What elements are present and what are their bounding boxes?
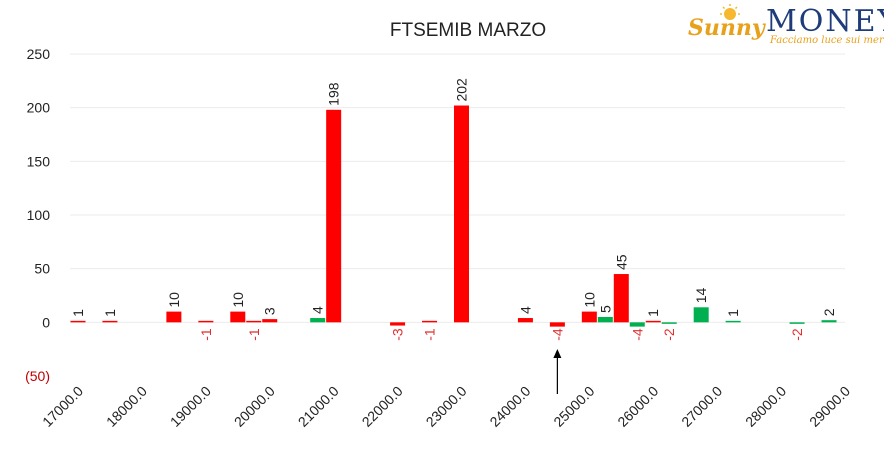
bar [326,109,342,323]
data-label: 1 [70,309,86,317]
y-tick-label: 100 [27,207,51,223]
y-tick-label: 200 [27,100,51,116]
bar [661,322,677,324]
bar [310,318,326,323]
x-tick-label: 27000.0 [678,383,725,430]
bar [629,322,645,327]
bar [246,320,262,323]
x-tick-label: 21000.0 [295,383,342,430]
bar [517,318,533,323]
sunny-money-logo: Sunny MONEY Facciamo luce sui mercati [688,4,884,46]
data-label: 10 [166,292,182,308]
x-tick-label: 24000.0 [486,383,533,430]
data-label: 14 [693,288,709,304]
x-tick-label: 28000.0 [742,383,789,430]
y-axis-ticks: 250 200 150 100 50 0 (50) [25,46,50,384]
data-label: -4 [549,328,565,341]
data-label: 5 [597,305,613,313]
bar [581,311,597,323]
bar [390,322,406,326]
data-label: -1 [422,328,438,341]
sun-icon [720,4,740,20]
data-label: 2 [821,308,837,316]
data-label: 198 [326,82,342,106]
data-label: -1 [246,328,262,341]
bar [821,320,837,323]
x-tick-label: 20000.0 [231,383,278,430]
bar [230,311,246,323]
x-axis-ticks: 17000.0 18000.0 19000.0 20000.0 21000.0 22000… [39,383,853,430]
y-tick-label: (50) [25,368,50,384]
logo-brand-word: MONEY [766,4,884,39]
data-label: 3 [262,307,278,315]
bar [454,105,469,323]
chart-title: FTSEMIB MARZO [390,20,546,41]
data-label: 1 [102,309,118,317]
bar [613,274,629,323]
data-label: 202 [454,78,470,102]
logo-brand-script: Sunny [688,15,767,41]
data-label: -1 [198,328,214,341]
bar [725,320,741,323]
bar [198,320,214,323]
data-label: 10 [230,292,246,308]
annotations [553,349,562,394]
bars [70,105,837,327]
y-tick-label: 0 [42,314,50,330]
bar [789,322,805,324]
bar [102,320,118,323]
data-label: -2 [661,328,677,341]
y-tick-label: 150 [27,153,51,169]
x-tick-label: 18000.0 [103,383,150,430]
data-label: 1 [725,309,741,317]
x-tick-label: 22000.0 [359,383,406,430]
logo-tagline: Facciamo luce sui mercati [769,35,884,46]
data-label: 4 [310,306,326,314]
bar [645,320,661,323]
x-tick-label: 23000.0 [423,383,470,430]
y-tick-label: 50 [34,261,50,277]
x-tick-label: 17000.0 [39,383,86,430]
bar [422,320,438,323]
arrow-head [553,349,562,358]
x-tick-label: 26000.0 [614,383,661,430]
bar [693,307,709,323]
bar [597,316,613,323]
bar [549,322,565,327]
data-label: 45 [613,254,629,270]
data-label: 10 [581,292,597,308]
x-tick-label: 19000.0 [167,383,214,430]
x-tick-label: 29000.0 [806,383,853,430]
bar [70,320,86,323]
bar [262,319,278,323]
data-label: -3 [390,328,406,341]
y-tick-label: 250 [27,46,51,62]
data-label: 4 [517,306,533,314]
data-label: -2 [789,328,805,341]
data-label: -4 [629,328,645,341]
data-label: 1 [645,309,661,317]
bar [166,311,182,323]
